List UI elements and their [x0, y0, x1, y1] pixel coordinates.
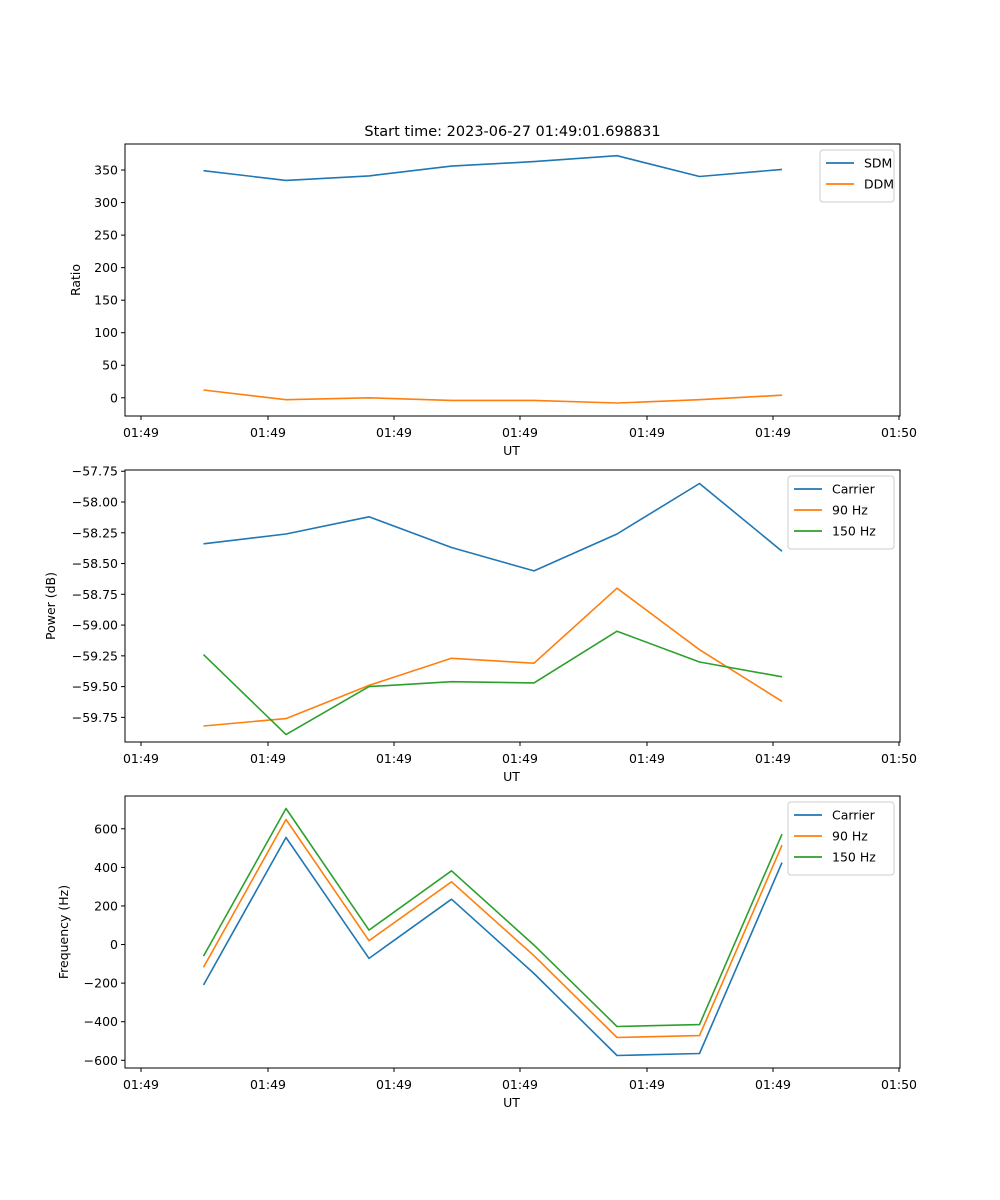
y-tick-label: 250: [94, 228, 118, 243]
frequency-panel: 01:49 01:49 01:49 01:49 01:49 01:49 01:50 −600 −…: [56, 795, 917, 1110]
x-tick-label: 01:49: [755, 751, 791, 766]
x-tick-label: 01:49: [376, 425, 412, 440]
y-tick-label: 200: [94, 898, 118, 913]
power-panel: 01:49 01:49 01:49 01:49 01:49 01:49 01:50 −59.7…: [43, 464, 917, 784]
y-tick-label: −400: [84, 1014, 118, 1029]
x-axis-label: UT: [503, 1095, 520, 1110]
y-tick-label: −59.50: [72, 679, 118, 694]
legend-label: SDM: [864, 156, 892, 171]
axes-frame: [124, 143, 901, 417]
axes-frame: [124, 469, 901, 743]
series-line-ddm: [203, 389, 783, 404]
x-tick-label: 01:50: [881, 425, 917, 440]
x-tick-label: 01:49: [250, 1077, 286, 1092]
x-tick-label: 01:50: [881, 751, 917, 766]
legend-label: 90 Hz: [832, 503, 868, 518]
legend-label: Carrier: [832, 482, 876, 497]
x-tick-label: 01:49: [250, 425, 286, 440]
x-tick-label: 01:49: [629, 425, 665, 440]
x-tick-label: 01:49: [502, 751, 538, 766]
x-tick-label: 01:49: [376, 751, 412, 766]
x-tick-label: 01:49: [123, 751, 159, 766]
y-tick-label: 600: [94, 821, 118, 836]
legend-label: Carrier: [832, 808, 876, 823]
y-tick-label: −58.25: [72, 525, 118, 540]
axes-frame: [124, 795, 901, 1069]
x-tick-label: 01:49: [123, 1077, 159, 1092]
y-tick-label: −59.00: [72, 618, 118, 633]
series-line-carrier: [202, 836, 783, 1057]
series-line-90-hz: [202, 818, 783, 1039]
y-tick-label: −600: [84, 1053, 118, 1068]
y-tick-label: 300: [94, 195, 118, 210]
x-tick-label: 01:49: [250, 751, 286, 766]
series-line-90-hz: [203, 587, 783, 727]
y-tick-label: −57.75: [72, 464, 118, 479]
x-tick-label: 01:49: [123, 425, 159, 440]
y-tick-label: −59.75: [72, 710, 118, 725]
y-tick-label: −59.25: [72, 648, 118, 663]
y-tick-label: −58.50: [72, 556, 118, 571]
legend-label: 90 Hz: [832, 829, 868, 844]
y-axis-label: Frequency (Hz): [56, 885, 71, 979]
x-tick-label: 01:49: [502, 1077, 538, 1092]
x-tick-label: 01:49: [755, 1077, 791, 1092]
ratio-panel: 01:49 01:49 01:49 01:49 01:49 01:49 01:50 0 50 10…: [68, 143, 917, 458]
x-tick-label: 01:50: [881, 1077, 917, 1092]
y-tick-label: 400: [94, 860, 118, 875]
y-axis-label: Ratio: [68, 264, 83, 296]
legend-label: 150 Hz: [832, 524, 876, 539]
x-tick-label: 01:49: [629, 1077, 665, 1092]
legend-label: 150 Hz: [832, 850, 876, 865]
y-tick-label: 150: [94, 293, 118, 308]
x-tick-label: 01:49: [755, 425, 791, 440]
x-axis-label: UT: [503, 769, 520, 784]
y-tick-label: 200: [94, 260, 118, 275]
y-tick-label: 50: [102, 358, 118, 373]
y-tick-label: −200: [84, 976, 118, 991]
x-tick-label: 01:49: [629, 751, 665, 766]
legend-label: DDM: [864, 177, 894, 192]
y-tick-label: 100: [94, 325, 118, 340]
y-tick-label: 0: [110, 937, 118, 952]
figure-title: Start time: 2023-06-27 01:49:01.698831: [364, 124, 660, 140]
y-tick-label: 0: [110, 390, 118, 405]
x-tick-label: 01:49: [502, 425, 538, 440]
series-line-sdm: [203, 154, 783, 182]
y-tick-label: −58.00: [72, 495, 118, 510]
x-axis-label: UT: [503, 443, 520, 458]
y-axis-label: Power (dB): [43, 572, 58, 640]
series-line-carrier: [203, 482, 783, 572]
y-tick-label: −58.75: [72, 587, 118, 602]
x-tick-label: 01:49: [376, 1077, 412, 1092]
y-tick-label: 350: [94, 163, 118, 178]
series-line-150-hz: [202, 807, 783, 1028]
series-line-150-hz: [202, 630, 783, 736]
